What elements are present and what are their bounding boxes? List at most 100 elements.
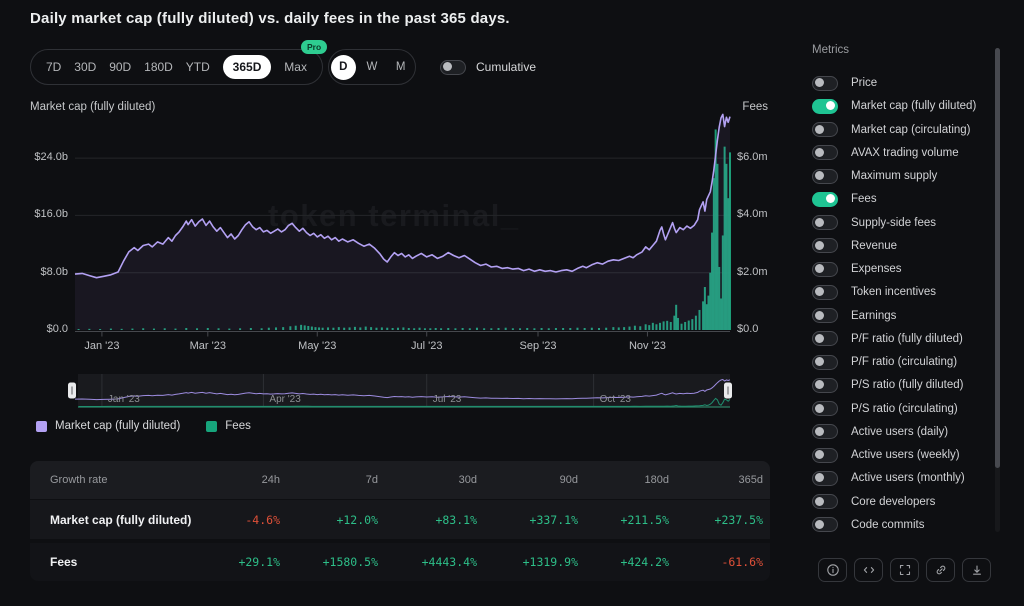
minimap-tick-label: Oct '23 bbox=[599, 394, 631, 405]
left-axis-tick-label: $0.0 bbox=[46, 323, 68, 335]
toggle-knob bbox=[815, 287, 824, 297]
fees-bar bbox=[698, 309, 701, 330]
metric-label: Supply-side fees bbox=[851, 216, 937, 229]
metric-toggle-p-s-ratio-circulating[interactable] bbox=[812, 401, 838, 416]
fees-bar bbox=[533, 328, 536, 330]
metric-toggle-active-users-weekly[interactable] bbox=[812, 447, 838, 463]
range-button-7d[interactable]: 7D bbox=[46, 60, 62, 74]
toggle-knob bbox=[815, 473, 824, 483]
fees-bar bbox=[590, 327, 593, 330]
table-column-header-24h: 24h bbox=[261, 474, 280, 486]
legend-item-fees[interactable]: Fees bbox=[206, 420, 251, 432]
share-link-icon bbox=[936, 565, 945, 575]
metric-toggle-supply-side-fees[interactable] bbox=[812, 215, 838, 230]
fees-bar bbox=[554, 327, 557, 330]
growth-rate-table: Growth rate 24h 7d 30d 90d 180d 365d Market cap… bbox=[30, 461, 770, 581]
fees-bar bbox=[174, 328, 177, 330]
legend-swatch bbox=[206, 420, 218, 432]
fees-bar bbox=[142, 328, 145, 330]
toggle-knob bbox=[815, 124, 824, 134]
fees-bar bbox=[605, 327, 608, 330]
metric-toggle-p-s-ratio-fully-diluted[interactable] bbox=[812, 377, 838, 393]
toggle-knob bbox=[815, 380, 824, 390]
download-button[interactable] bbox=[962, 558, 991, 582]
fees-bar bbox=[676, 317, 679, 330]
fees-bar bbox=[185, 327, 188, 330]
metric-toggle-p-f-ratio-fully-diluted[interactable] bbox=[812, 331, 838, 347]
metric-row-fees: Fees bbox=[812, 188, 877, 211]
fees-bar bbox=[418, 327, 421, 330]
fees-bar bbox=[623, 327, 626, 330]
metric-label: Revenue bbox=[851, 239, 898, 252]
metrics-scrollbar-track bbox=[995, 48, 1000, 532]
fees-bar bbox=[380, 327, 383, 330]
metric-toggle-active-users-daily[interactable] bbox=[812, 424, 838, 440]
fees-bar bbox=[628, 326, 631, 330]
table-row-fees: Fees +29.1% +1580.5% +4443.4% +1319.9% +424.2… bbox=[30, 543, 770, 581]
fees-bar bbox=[375, 327, 378, 330]
metric-toggle-code-commits[interactable] bbox=[812, 517, 838, 533]
fees-bar bbox=[569, 327, 572, 330]
granularity-button-m[interactable]: M bbox=[395, 61, 406, 73]
granularity-button-d[interactable]: D bbox=[330, 54, 356, 80]
toggle-knob bbox=[815, 171, 824, 180]
toggle-knob bbox=[815, 147, 824, 157]
toggle-knob bbox=[815, 217, 824, 227]
cumulative-toggle[interactable] bbox=[440, 59, 466, 75]
fees-bar bbox=[526, 327, 529, 330]
metric-label: Active users (daily) bbox=[851, 425, 949, 438]
fees-bar bbox=[454, 328, 457, 330]
legend-item-market-cap-fully-diluted[interactable]: Market cap (fully diluted) bbox=[36, 420, 180, 432]
metric-toggle-market-cap-fully-diluted[interactable] bbox=[812, 98, 838, 114]
fullscreen-button[interactable] bbox=[890, 558, 919, 582]
range-button-90d[interactable]: 90D bbox=[109, 60, 132, 74]
range-button-365d[interactable]: 365D bbox=[222, 55, 272, 79]
growth-value-fees-180d: +424.2% bbox=[620, 555, 669, 569]
left-axis-tick-label: $16.0b bbox=[34, 208, 68, 221]
metric-row-token-incentives: Token incentives bbox=[812, 281, 936, 304]
metric-toggle-maximum-supply[interactable] bbox=[812, 168, 838, 184]
metric-toggle-avax-trading-volume[interactable] bbox=[812, 145, 838, 161]
metric-toggle-core-developers[interactable] bbox=[812, 494, 838, 509]
granularity-button-w[interactable]: W bbox=[366, 61, 378, 73]
range-button-30d[interactable]: 30D bbox=[74, 60, 97, 74]
fees-bar bbox=[680, 323, 683, 330]
market-cap-line bbox=[74, 113, 731, 279]
right-axis-tick-label: $6.0m bbox=[737, 151, 768, 164]
fees-bar bbox=[321, 327, 324, 330]
metric-toggle-token-incentives[interactable] bbox=[812, 284, 838, 300]
fees-bar bbox=[675, 304, 678, 330]
fees-bar bbox=[327, 327, 330, 330]
fees-bar bbox=[434, 327, 437, 330]
metric-toggle-active-users-monthly[interactable] bbox=[812, 470, 838, 486]
x-axis-tick-label: Mar '23 bbox=[189, 340, 226, 352]
download-icon bbox=[972, 565, 981, 575]
minimap-background[interactable] bbox=[78, 374, 730, 407]
brush-handle-right[interactable] bbox=[724, 382, 732, 399]
fees-bar bbox=[662, 321, 665, 330]
fees-bar bbox=[669, 321, 672, 330]
x-axis-tick-label: Jul '23 bbox=[410, 340, 443, 352]
share-link-button[interactable] bbox=[926, 558, 955, 582]
fees-bar bbox=[88, 328, 91, 330]
metric-row-p-f-ratio-circulating: P/F ratio (circulating) bbox=[812, 351, 957, 374]
metric-toggle-expenses[interactable] bbox=[812, 261, 838, 277]
brush-handle-left[interactable] bbox=[68, 382, 76, 399]
metric-toggle-fees[interactable] bbox=[812, 191, 838, 207]
metric-row-avax-trading-volume: AVAX trading volume bbox=[812, 141, 959, 164]
pro-badge: Pro bbox=[301, 40, 328, 54]
range-button-max[interactable]: Max bbox=[284, 60, 307, 74]
growth-value-fees-90d: +1319.9% bbox=[522, 555, 578, 569]
metric-toggle-p-f-ratio-circulating[interactable] bbox=[812, 354, 838, 370]
embed-code-button[interactable] bbox=[854, 558, 883, 582]
fees-bar bbox=[540, 327, 543, 330]
range-button-180d[interactable]: 180D bbox=[144, 60, 173, 74]
info-button[interactable] bbox=[818, 558, 847, 582]
metric-toggle-price[interactable] bbox=[812, 75, 838, 91]
metrics-scrollbar-thumb[interactable] bbox=[995, 48, 1000, 468]
metric-toggle-revenue[interactable] bbox=[812, 238, 838, 254]
fees-bar bbox=[725, 163, 728, 330]
metric-toggle-market-cap-circulating[interactable] bbox=[812, 122, 838, 137]
metric-toggle-earnings[interactable] bbox=[812, 308, 838, 323]
range-button-ytd[interactable]: YTD bbox=[185, 60, 210, 74]
